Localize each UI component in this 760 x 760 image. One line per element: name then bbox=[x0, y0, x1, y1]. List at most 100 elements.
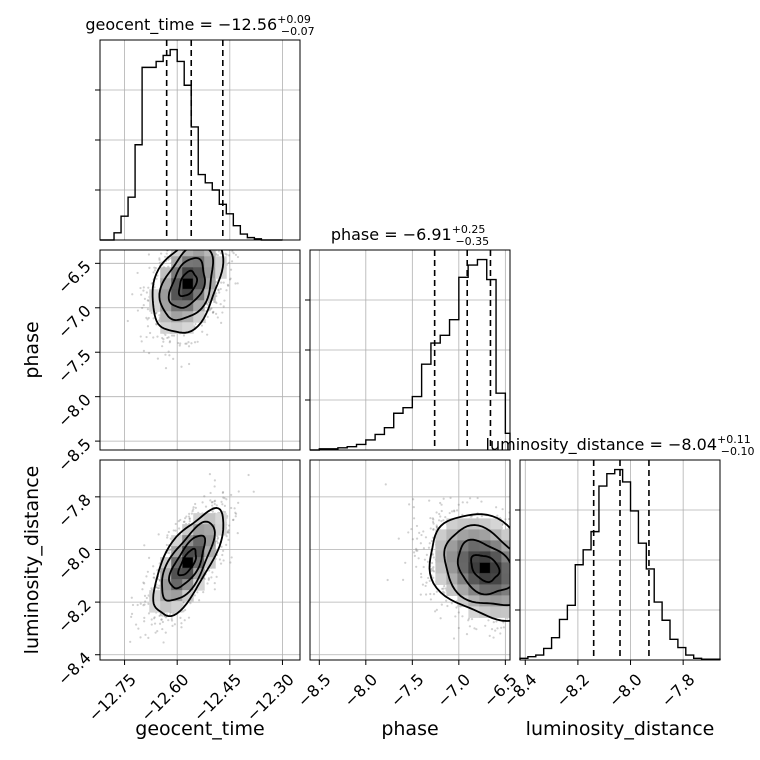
sample-point bbox=[222, 510, 225, 513]
sample-point bbox=[208, 308, 211, 312]
sample-point bbox=[194, 506, 197, 509]
sample-point bbox=[549, 572, 551, 574]
sample-point bbox=[126, 319, 129, 323]
sample-point bbox=[468, 497, 472, 500]
sample-point bbox=[213, 588, 216, 591]
sample-point bbox=[202, 591, 205, 594]
sample-point bbox=[216, 242, 218, 244]
sample-point bbox=[152, 576, 155, 579]
sample-point bbox=[534, 566, 536, 568]
sample-point bbox=[210, 307, 213, 310]
x-axis-label-phase: phase bbox=[381, 718, 438, 740]
sample-point bbox=[211, 510, 214, 513]
sample-point bbox=[172, 529, 175, 532]
density-cell bbox=[479, 606, 491, 618]
sample-point bbox=[206, 315, 209, 318]
contour-line bbox=[428, 513, 510, 622]
density-cell bbox=[490, 562, 502, 574]
sample-point bbox=[226, 531, 229, 534]
density-cell bbox=[512, 584, 524, 596]
sample-point bbox=[512, 561, 514, 563]
sample-point bbox=[130, 612, 134, 615]
sample-point bbox=[130, 615, 133, 618]
sample-point bbox=[225, 498, 228, 501]
sample-point bbox=[205, 231, 207, 233]
sample-point bbox=[517, 595, 519, 597]
sample-point bbox=[512, 603, 514, 605]
y-axis-label-luminosity_distance: luminosity_distance bbox=[21, 466, 43, 655]
sample-point bbox=[178, 527, 181, 530]
density-cell bbox=[182, 568, 194, 580]
density-cell bbox=[171, 579, 183, 591]
density-cell bbox=[512, 540, 524, 552]
sample-point bbox=[169, 247, 171, 249]
density-cell bbox=[468, 529, 480, 541]
sample-point bbox=[194, 322, 197, 326]
sample-point bbox=[450, 510, 454, 513]
density-cell bbox=[160, 278, 172, 290]
sample-point bbox=[211, 226, 213, 228]
sample-point bbox=[217, 250, 220, 253]
sample-point bbox=[234, 512, 238, 515]
sample-point bbox=[160, 618, 163, 621]
sample-point bbox=[535, 587, 537, 589]
sample-point bbox=[521, 565, 523, 567]
sample-point bbox=[539, 574, 541, 576]
x-tick-label: −7.0 bbox=[433, 670, 474, 711]
sample-point bbox=[184, 517, 187, 520]
sample-point bbox=[439, 501, 442, 505]
sample-point bbox=[223, 511, 227, 514]
sample-point bbox=[203, 495, 206, 498]
sample-point bbox=[535, 586, 537, 588]
density-cell bbox=[204, 289, 216, 301]
sample-point bbox=[225, 253, 228, 256]
sample-point bbox=[142, 581, 145, 584]
sample-point bbox=[222, 559, 225, 562]
sample-point bbox=[211, 500, 214, 504]
sample-point bbox=[179, 216, 181, 218]
sample-point bbox=[420, 575, 423, 579]
sample-point bbox=[467, 619, 470, 622]
sample-point bbox=[152, 565, 155, 568]
density-cell bbox=[435, 551, 447, 563]
panel-frame bbox=[99, 249, 301, 451]
sample-point bbox=[517, 594, 519, 596]
sample-point bbox=[461, 513, 464, 517]
sample-point bbox=[499, 632, 502, 635]
sample-point bbox=[145, 316, 148, 320]
sample-point bbox=[547, 590, 549, 592]
sample-point bbox=[209, 307, 212, 310]
sample-point bbox=[510, 581, 512, 583]
frames-layer bbox=[95, 39, 721, 665]
density-cell bbox=[501, 606, 510, 618]
sample-point bbox=[438, 512, 441, 516]
density-cell bbox=[193, 300, 205, 312]
sample-point bbox=[557, 603, 559, 605]
sample-point bbox=[221, 490, 225, 494]
sample-point bbox=[412, 498, 415, 501]
density-cell bbox=[446, 551, 458, 563]
sample-point bbox=[512, 561, 514, 563]
sample-point bbox=[516, 605, 518, 607]
x-tick-label: −8.5 bbox=[294, 670, 335, 711]
sample-point bbox=[465, 632, 469, 636]
sample-point bbox=[185, 241, 187, 243]
sample-point bbox=[224, 233, 226, 235]
sample-point bbox=[218, 242, 220, 244]
sample-point bbox=[487, 619, 490, 622]
sample-point bbox=[520, 622, 522, 624]
sample-point bbox=[168, 354, 171, 357]
sample-point bbox=[146, 325, 150, 328]
sample-point bbox=[549, 601, 551, 603]
sample-point bbox=[137, 627, 140, 630]
sample-point bbox=[200, 233, 202, 235]
sample-point bbox=[529, 591, 531, 593]
sample-point bbox=[531, 555, 533, 557]
density-cell bbox=[479, 540, 491, 552]
sample-point bbox=[230, 260, 234, 263]
sample-point bbox=[422, 530, 425, 533]
sample-point bbox=[522, 564, 524, 566]
density-cell bbox=[160, 579, 172, 591]
sample-point bbox=[236, 532, 239, 535]
sample-point bbox=[212, 220, 214, 222]
